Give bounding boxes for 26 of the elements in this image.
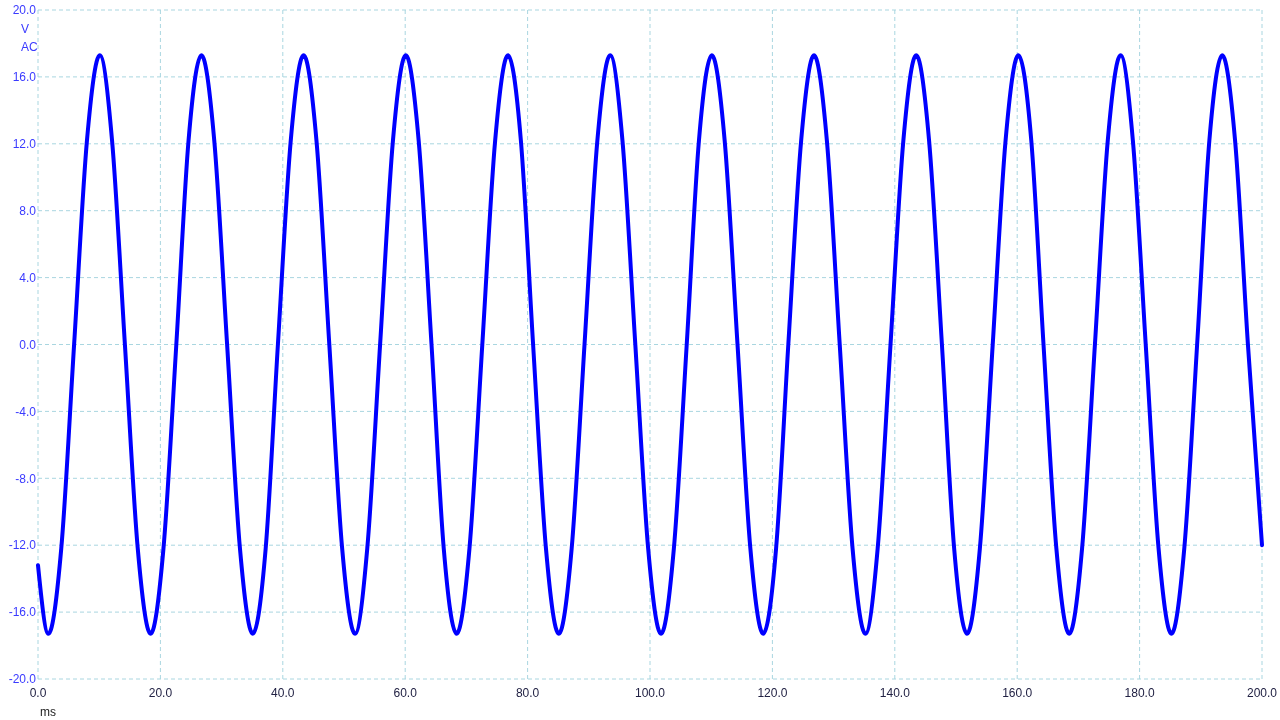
x-tick-label: 40.0 <box>271 686 295 700</box>
y-tick-label: -12.0 <box>8 538 37 553</box>
x-tick-label: 80.0 <box>515 686 540 700</box>
x-tick-label: 20.0 <box>148 686 173 700</box>
y-tick-label: -20.0 <box>8 672 37 687</box>
y-tick-label: 0.0 <box>19 337 37 352</box>
line-series <box>36 53 1264 636</box>
x-tick-label: 200.0 <box>1246 686 1278 700</box>
x-tick-label: 140.0 <box>879 686 911 700</box>
y-axis-title: V <box>21 22 30 36</box>
x-tick-label: 180.0 <box>1124 686 1155 700</box>
x-tick-label: 160.0 <box>1002 686 1033 700</box>
x-tick-label: 120.0 <box>757 686 788 700</box>
y-tick-label: -16.0 <box>8 605 37 620</box>
x-axis-title: ms <box>40 705 56 719</box>
text: AC <box>21 40 38 54</box>
y-tick-label: 16.0 <box>12 70 37 85</box>
y-tick-label: 8.0 <box>19 203 37 218</box>
y-tick-label: 12.0 <box>12 137 37 151</box>
x-tick-label: 60.0 <box>393 686 418 700</box>
x-tick-label: 100.0 <box>634 686 666 700</box>
y-tick-label: 4.0 <box>19 270 37 285</box>
x-tick-label: 0.0 <box>29 686 47 700</box>
y-tick-label: 20.0 <box>12 3 37 18</box>
y-tick-label: -4.0 <box>15 404 37 419</box>
y-tick-label: -8.0 <box>15 471 37 486</box>
